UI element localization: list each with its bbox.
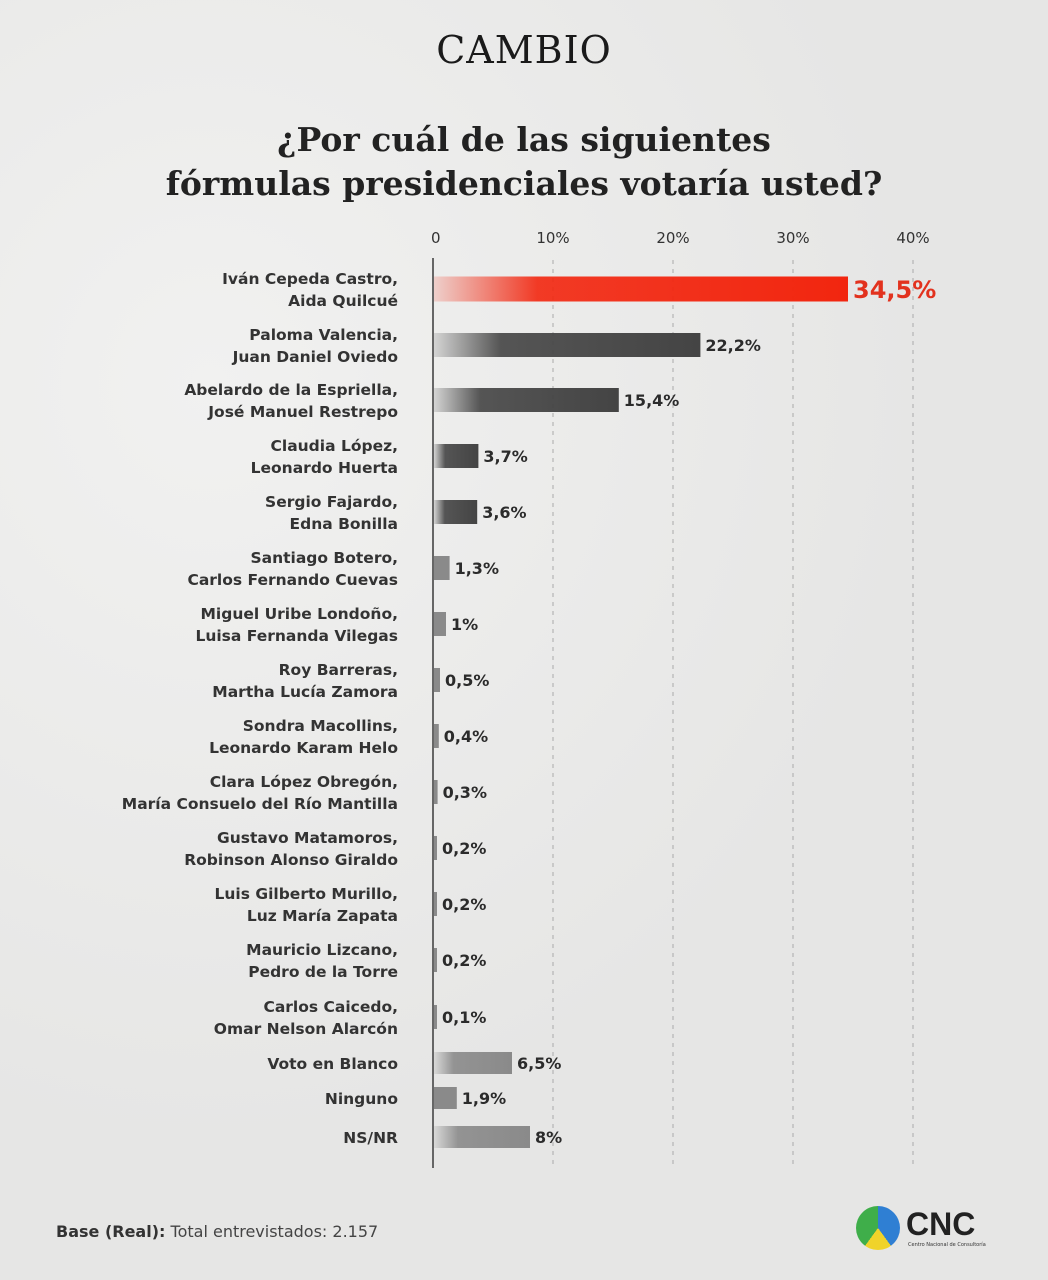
category-label: Paloma Valencia, bbox=[249, 326, 398, 344]
data-label: 1,9% bbox=[462, 1089, 506, 1108]
data-label: 0,1% bbox=[442, 1008, 486, 1027]
x-tick-label: 30% bbox=[776, 229, 809, 247]
bar bbox=[434, 556, 450, 580]
category-label: María Consuelo del Río Mantilla bbox=[122, 795, 398, 813]
bar bbox=[434, 892, 437, 916]
category-label: Carlos Caicedo, bbox=[263, 998, 398, 1016]
data-label: 3,7% bbox=[483, 447, 527, 466]
bar bbox=[434, 1052, 512, 1074]
category-label: José Manuel Restrepo bbox=[207, 403, 398, 421]
bar bbox=[434, 668, 440, 692]
data-label: 0,2% bbox=[442, 839, 486, 858]
data-label: 15,4% bbox=[624, 391, 680, 410]
x-tick-label: 10% bbox=[536, 229, 569, 247]
bar bbox=[434, 948, 437, 972]
category-label: Sergio Fajardo, bbox=[265, 493, 398, 511]
category-label: Gustavo Matamoros, bbox=[217, 829, 398, 847]
category-label: Juan Daniel Oviedo bbox=[232, 348, 398, 366]
footer-text: Total entrevistados: 2.157 bbox=[170, 1222, 379, 1241]
footer-note: Base (Real): Total entrevistados: 2.157 bbox=[56, 1222, 378, 1241]
category-label: Clara López Obregón, bbox=[210, 773, 398, 791]
chart-title: ¿Por cuál de las siguientes fórmulas pre… bbox=[0, 118, 1048, 206]
x-tick-label: 0 bbox=[431, 229, 441, 247]
category-label: Martha Lucía Zamora bbox=[212, 683, 398, 701]
footer-label: Base (Real): bbox=[56, 1222, 166, 1241]
category-label: Ninguno bbox=[325, 1090, 398, 1108]
bar bbox=[434, 500, 478, 524]
data-label: 22,2% bbox=[705, 336, 761, 355]
bar bbox=[434, 276, 848, 302]
category-label: Santiago Botero, bbox=[250, 549, 398, 567]
bar bbox=[434, 1005, 437, 1029]
bar bbox=[434, 1087, 457, 1109]
data-label: 1% bbox=[451, 615, 478, 634]
data-label: 6,5% bbox=[517, 1054, 561, 1073]
category-label: Roy Barreras, bbox=[279, 661, 398, 679]
category-label: Miguel Uribe Londoño, bbox=[200, 605, 398, 623]
category-label: Robinson Alonso Giraldo bbox=[184, 851, 398, 869]
cnc-emblem-icon bbox=[856, 1206, 900, 1250]
category-label: Voto en Blanco bbox=[267, 1055, 398, 1073]
category-label: Mauricio Lizcano, bbox=[246, 941, 398, 959]
data-label: 34,5% bbox=[853, 276, 936, 304]
bar bbox=[434, 780, 438, 804]
bar bbox=[434, 1126, 530, 1148]
cnc-logo: CNC Centro Nacional de Consultoría bbox=[856, 1206, 996, 1254]
category-label: Abelardo de la Espriella, bbox=[184, 381, 398, 399]
title-line-2: fórmulas presidenciales votaría usted? bbox=[165, 164, 883, 203]
category-label: Edna Bonilla bbox=[290, 515, 398, 533]
bar bbox=[434, 612, 446, 636]
data-label: 0,3% bbox=[443, 783, 487, 802]
category-label: Iván Cepeda Castro, bbox=[222, 270, 398, 288]
x-tick-label: 40% bbox=[896, 229, 929, 247]
title-line-1: ¿Por cuál de las siguientes bbox=[277, 120, 771, 159]
category-label: NS/NR bbox=[343, 1129, 398, 1147]
bar-chart: 0 10% 20% 30% 40% 34,5% Iván Cepeda Castro, Aid… bbox=[122, 229, 936, 1168]
data-label: 3,6% bbox=[482, 503, 526, 522]
data-label: 0,4% bbox=[444, 727, 488, 746]
data-label: 8% bbox=[535, 1128, 562, 1147]
bar bbox=[434, 388, 619, 412]
category-label: Leonardo Karam Helo bbox=[209, 739, 398, 757]
data-label: 0,5% bbox=[445, 671, 489, 690]
category-label: Sondra Macollins, bbox=[243, 717, 398, 735]
cnc-logo-text: CNC bbox=[906, 1206, 976, 1242]
bar bbox=[434, 724, 439, 748]
bar bbox=[434, 836, 437, 860]
bar bbox=[434, 444, 479, 468]
category-label: Luz María Zapata bbox=[247, 907, 398, 925]
category-label: Luis Gilberto Murillo, bbox=[215, 885, 398, 903]
data-label: 0,2% bbox=[442, 895, 486, 914]
cambio-logo: CAMBIO bbox=[436, 28, 612, 72]
category-label: Claudia López, bbox=[271, 437, 399, 455]
category-label: Omar Nelson Alarcón bbox=[214, 1020, 398, 1038]
category-label: Leonardo Huerta bbox=[251, 459, 398, 477]
cnc-logo-subtitle: Centro Nacional de Consultoría bbox=[908, 1242, 986, 1248]
category-label: Luisa Fernanda Vilegas bbox=[195, 627, 398, 645]
bar bbox=[434, 333, 701, 357]
category-label: Carlos Fernando Cuevas bbox=[187, 571, 398, 589]
category-label: Aida Quilcué bbox=[288, 292, 398, 310]
data-label: 1,3% bbox=[455, 559, 499, 578]
x-tick-label: 20% bbox=[656, 229, 689, 247]
data-label: 0,2% bbox=[442, 951, 486, 970]
category-label: Pedro de la Torre bbox=[248, 963, 398, 981]
